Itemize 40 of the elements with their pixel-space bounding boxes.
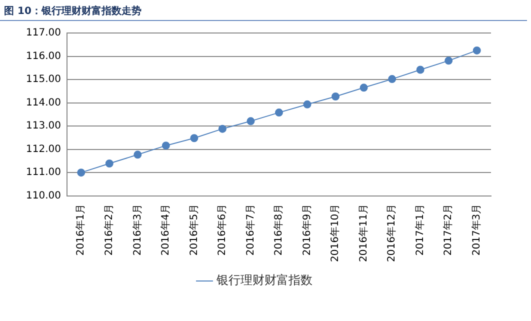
y-tick-label: 113.00 (26, 120, 61, 132)
point (360, 84, 368, 92)
point (303, 100, 312, 108)
x-tick-label: 2016年5月 (188, 204, 200, 256)
x-tick-label: 2016年11月 (357, 204, 370, 262)
point (162, 142, 170, 150)
point (332, 92, 340, 100)
x-tick-label: 2016年6月 (216, 204, 228, 256)
chart-title: 图 10：银行理财财富指数走势 (0, 0, 527, 21)
x-tick-label: 2017年1月 (414, 204, 426, 256)
x-tick-label: 2016年2月 (102, 204, 115, 256)
y-tick-label: 112.00 (26, 144, 61, 155)
point (77, 168, 86, 177)
point (190, 134, 198, 142)
x-tick-label: 2017年3月 (470, 204, 482, 256)
point (218, 124, 226, 133)
x-tick-label: 2017年2月 (442, 204, 454, 256)
point (388, 75, 396, 84)
x-tick-label: 2016年4月 (160, 204, 172, 256)
y-tick-label: 114.00 (26, 97, 61, 108)
y-tick-label: 116.00 (26, 50, 61, 62)
point (246, 117, 255, 126)
x-tick-label: 2016年10月 (329, 204, 342, 262)
y-tick-label: 110.00 (26, 190, 61, 202)
y-tick-label: 115.00 (26, 74, 61, 86)
x-tick-label: 2016年1月 (74, 204, 87, 256)
point (105, 159, 114, 168)
point (416, 66, 424, 74)
x-tick-label: 2016年8月 (272, 204, 285, 256)
y-tick-label: 111.00 (26, 167, 61, 178)
x-tick-label: 2016年12月 (386, 204, 398, 262)
x-tick-label: 2016年7月 (244, 204, 256, 256)
x-tick-label: 2016年3月 (131, 204, 144, 256)
point (274, 108, 283, 117)
x-tick-label: 2016年9月 (300, 204, 313, 256)
point (134, 150, 142, 159)
legend-label: 银行理财财富指数 (216, 273, 312, 288)
point (472, 46, 481, 54)
point (444, 56, 453, 65)
y-tick-label: 117.00 (26, 28, 61, 39)
